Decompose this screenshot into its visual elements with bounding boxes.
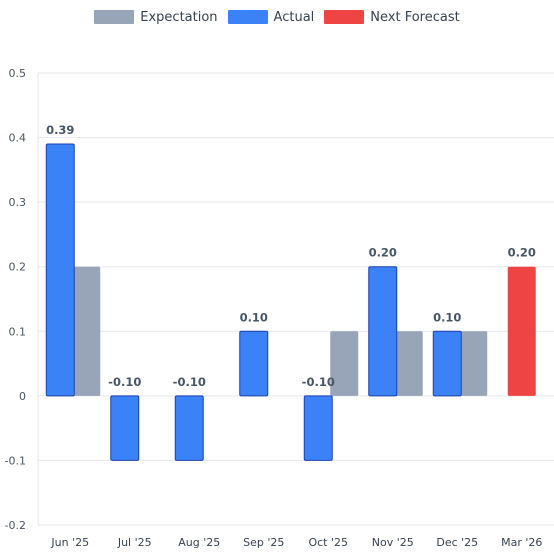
bar-actual[interactable]: [432, 330, 462, 397]
data-label: -0.10: [173, 375, 206, 389]
x-tick-label: Nov '25: [372, 536, 414, 549]
x-axis-ticks: Jun '25 Jul '25 Aug '25 Sep '25 Oct '25 Nov '…: [50, 536, 542, 549]
data-label: -0.10: [108, 375, 141, 389]
legend-item-actual[interactable]: Actual: [227, 9, 315, 25]
y-tick-label: 0.5: [9, 67, 27, 80]
x-tick-label: Aug '25: [178, 536, 220, 549]
legend-label-next-forecast: Next Forecast: [370, 9, 460, 25]
chart-legend: Expectation Actual Next Forecast: [0, 6, 554, 28]
y-tick-label: -0.1: [5, 454, 26, 467]
bar-actual[interactable]: [110, 395, 140, 461]
data-label: 0.39: [46, 123, 74, 137]
legend-item-expectation[interactable]: Expectation: [94, 9, 218, 25]
legend-swatch-next-forecast: [324, 10, 365, 24]
bar-expectation[interactable]: [330, 331, 359, 396]
legend-item-next-forecast[interactable]: Next Forecast: [324, 9, 460, 25]
legend-swatch-actual: [227, 10, 268, 24]
data-label: 0.10: [240, 310, 268, 324]
bar-expectation[interactable]: [459, 331, 488, 396]
bar-actual[interactable]: [45, 143, 75, 397]
legend-label-expectation: Expectation: [140, 9, 218, 25]
bars: [45, 143, 536, 461]
data-label: 0.20: [369, 246, 397, 260]
bar-actual[interactable]: [174, 395, 204, 461]
bar-expectation[interactable]: [394, 331, 423, 396]
y-tick-label: 0.2: [9, 261, 27, 274]
x-tick-label: Jul '25: [117, 536, 152, 549]
bar-expectation[interactable]: [72, 266, 101, 396]
legend-swatch-expectation: [94, 10, 135, 24]
x-tick-label: Oct '25: [308, 536, 348, 549]
y-tick-label: 0.1: [9, 325, 27, 338]
data-label: 0.20: [508, 246, 536, 260]
bar-actual[interactable]: [303, 395, 333, 461]
y-axis-ticks: 0.5 0.4 0.3 0.2 0.1 0 -0.1 -0.2: [5, 67, 26, 532]
legend-label-actual: Actual: [273, 9, 315, 25]
y-tick-label: 0.4: [9, 132, 27, 145]
x-tick-label: Jun '25: [50, 536, 89, 549]
bar-actual[interactable]: [239, 330, 269, 397]
grid-lines: [37, 72, 554, 526]
bar-next-forecast[interactable]: [507, 266, 536, 396]
x-tick-label: Dec '25: [436, 536, 478, 549]
bar-actual[interactable]: [368, 266, 398, 397]
x-tick-label: Mar '26: [501, 536, 542, 549]
y-tick-label: 0.3: [9, 196, 27, 209]
data-label: -0.10: [302, 375, 335, 389]
y-tick-label: -0.2: [5, 519, 26, 532]
data-labels: 0.39 -0.10 -0.10 0.10 -0.10 0.20 0.10 0.20: [46, 123, 536, 389]
y-tick-label: 0: [19, 390, 26, 403]
data-label: 0.10: [433, 310, 461, 324]
x-tick-label: Sep '25: [243, 536, 284, 549]
